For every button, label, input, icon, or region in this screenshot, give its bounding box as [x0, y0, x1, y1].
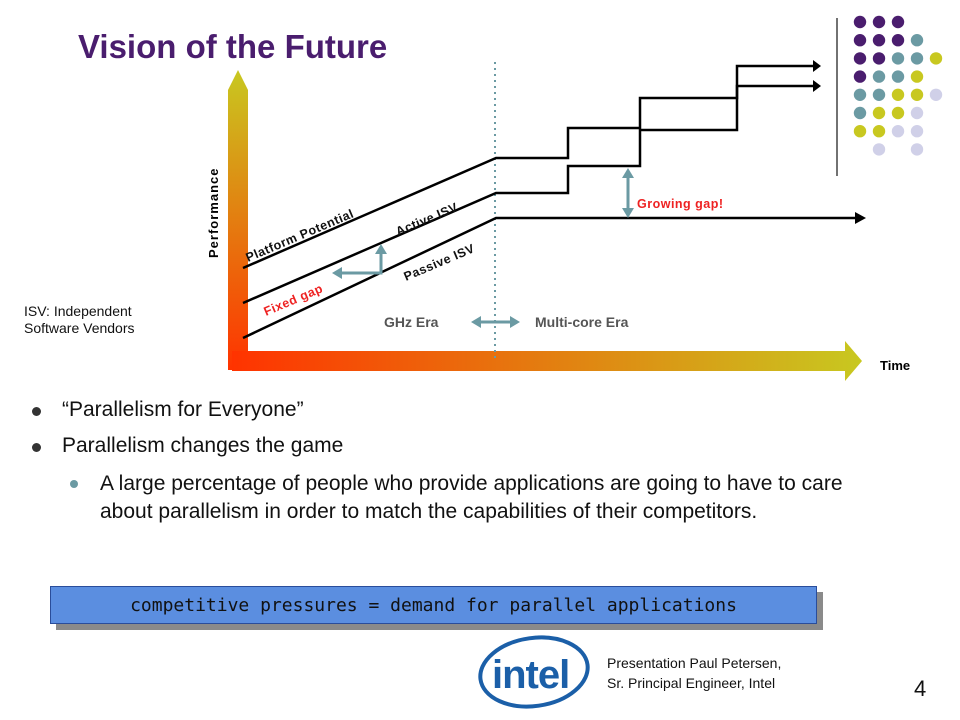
decorative-dot: [853, 15, 867, 29]
decorative-dot: [910, 143, 924, 156]
bullet-list: “Parallelism for Everyone” Parallelism c…: [30, 398, 890, 526]
isv-footnote-line-2: Software Vendors: [24, 320, 135, 336]
x-axis-arrow: [232, 341, 862, 381]
decorative-dot: [891, 52, 905, 65]
presenter-footer: Presentation Paul Petersen, Sr. Principa…: [607, 653, 781, 693]
series-line-platform-potential: [242, 64, 813, 270]
decorative-dot: [891, 88, 905, 102]
growing-gap-label: Growing gap!: [637, 197, 724, 211]
decorative-dot: [910, 88, 924, 102]
decorative-dot: [891, 106, 905, 120]
decorative-dot: [872, 34, 886, 47]
decorative-dot: [910, 34, 924, 47]
decorative-dot: [910, 125, 924, 138]
decorative-dot: [853, 34, 867, 47]
footer-line-1: Presentation Paul Petersen,: [607, 655, 782, 671]
era-left-label: GHz Era: [384, 314, 439, 330]
svg-text:intel: intel: [492, 653, 569, 697]
era-right-label: Multi-core Era: [535, 314, 629, 330]
performance-chart: Performance Time Platform Potential Acti…: [206, 60, 910, 381]
decorative-dot: [910, 70, 924, 83]
decorative-dot: [853, 106, 867, 120]
series-label-passive-isv: Passive ISV: [402, 241, 477, 284]
isv-footnote: ISV: Independent Software Vendors: [24, 303, 135, 337]
decorative-dot: [891, 70, 905, 83]
intel-logo-icon: intel: [478, 635, 590, 709]
series-label-active-isv: Active ISV: [394, 200, 461, 239]
decorative-dot: [872, 88, 886, 102]
decorative-dot: [929, 88, 943, 102]
footer-line-2: Sr. Principal Engineer, Intel: [607, 675, 776, 691]
decorative-dot: [910, 106, 924, 120]
decorative-dot: [891, 125, 905, 138]
decorative-dot: [872, 143, 886, 156]
callout-box: competitive pressures = demand for paral…: [50, 586, 817, 624]
decorative-dot: [872, 125, 886, 138]
decorative-dot: [872, 52, 886, 65]
decorative-dot: [853, 88, 867, 102]
y-axis-arrow: [228, 70, 248, 370]
slide-title: Vision of the Future: [78, 28, 388, 65]
fixed-gap-arrow: [340, 250, 383, 275]
series-label-platform-potential: Platform Potential: [244, 207, 356, 265]
decorative-dot: [853, 125, 867, 138]
page-number: 4: [914, 676, 927, 701]
decorative-dot: [872, 70, 886, 83]
series-line-passive-isv: [242, 216, 855, 340]
x-axis-label: Time: [880, 358, 910, 373]
decorative-dot: [853, 70, 867, 83]
decorative-dot: [872, 15, 886, 29]
decorative-dot: [872, 106, 886, 120]
y-axis-label: Performance: [206, 168, 221, 258]
decorative-dot: [929, 52, 943, 65]
decorative-dot: [910, 52, 924, 65]
bullet-item: “Parallelism for Everyone”: [30, 398, 890, 422]
sub-bullet-item: A large percentage of people who provide…: [68, 470, 890, 526]
decorative-dot: [853, 52, 867, 65]
decorative-dot: [891, 15, 905, 29]
decorative-dot-grid: [836, 15, 943, 176]
decorative-dot: [891, 34, 905, 47]
isv-footnote-line-1: ISV: Independent: [24, 303, 132, 319]
bullet-item: Parallelism changes the game: [30, 434, 890, 458]
series-line-active-isv: [242, 84, 813, 305]
